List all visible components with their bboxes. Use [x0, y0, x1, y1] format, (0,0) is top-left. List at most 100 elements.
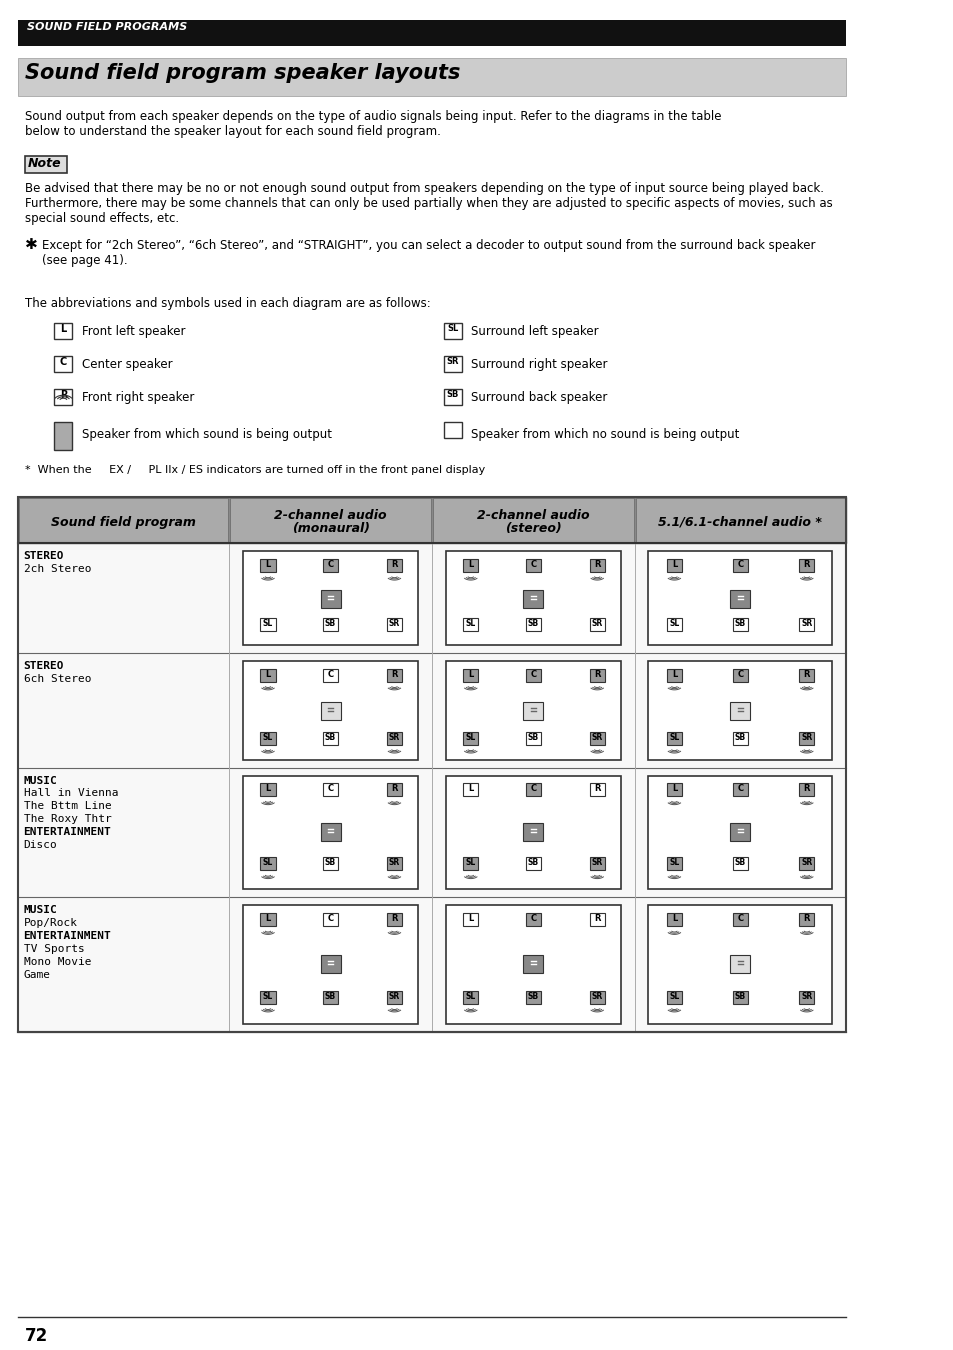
Bar	[260, 618, 275, 632]
Bar	[18, 898, 845, 1031]
Bar	[799, 559, 814, 572]
Text: SL: SL	[465, 620, 476, 629]
Bar	[732, 783, 747, 796]
Bar	[462, 559, 478, 572]
Text: C: C	[737, 914, 742, 923]
Bar	[322, 668, 338, 682]
Bar	[242, 906, 418, 1025]
Bar	[462, 668, 478, 682]
Text: L: L	[468, 914, 473, 923]
Bar	[799, 668, 814, 682]
Bar	[525, 559, 540, 572]
Text: L: L	[671, 914, 677, 923]
Bar	[732, 668, 747, 682]
Text: C: C	[737, 784, 742, 794]
Text: SL: SL	[465, 859, 476, 868]
Text: SL: SL	[263, 992, 273, 1000]
Bar	[799, 913, 814, 926]
Bar	[589, 913, 604, 926]
Bar	[525, 732, 540, 745]
Text: C: C	[327, 560, 334, 568]
Text: SL: SL	[263, 733, 273, 743]
Bar	[443, 423, 461, 439]
Bar	[732, 857, 747, 871]
Text: SR: SR	[389, 733, 399, 743]
Text: Pop/Rock: Pop/Rock	[24, 918, 77, 929]
Text: R: R	[802, 560, 809, 568]
Bar	[445, 551, 620, 645]
Bar	[648, 775, 831, 890]
Text: Hall in Vienna: Hall in Vienna	[24, 788, 118, 798]
Text: Speaker from which no sound is being output: Speaker from which no sound is being out…	[471, 428, 739, 441]
Text: SB: SB	[325, 733, 335, 743]
Bar	[54, 324, 72, 339]
Bar	[54, 356, 72, 373]
Text: Center speaker: Center speaker	[81, 358, 172, 371]
Bar	[386, 783, 402, 796]
Bar	[523, 956, 542, 973]
Text: Game: Game	[24, 971, 51, 980]
Bar	[443, 324, 461, 339]
Text: C: C	[737, 560, 742, 568]
Bar	[18, 768, 845, 898]
Text: R: R	[594, 670, 599, 679]
Bar	[386, 991, 402, 1004]
Text: SL: SL	[669, 859, 679, 868]
Text: SR: SR	[591, 992, 602, 1000]
Text: Speaker from which sound is being output: Speaker from which sound is being output	[81, 428, 331, 441]
Text: Surround right speaker: Surround right speaker	[471, 358, 607, 371]
Text: R: R	[594, 784, 599, 794]
Bar	[730, 956, 749, 973]
Bar	[230, 498, 431, 541]
Bar	[320, 702, 340, 720]
Bar	[54, 423, 72, 450]
Bar	[635, 498, 844, 541]
Text: SL: SL	[669, 733, 679, 743]
Bar	[386, 618, 402, 632]
Bar	[732, 913, 747, 926]
Text: SL: SL	[669, 620, 679, 629]
Bar	[54, 389, 72, 405]
Bar	[525, 913, 540, 926]
Bar	[666, 668, 681, 682]
Text: SB: SB	[325, 620, 335, 629]
Text: STEREO: STEREO	[24, 551, 64, 562]
Bar	[322, 618, 338, 632]
Text: L: L	[60, 324, 67, 335]
Text: SR: SR	[446, 358, 458, 366]
Text: SL: SL	[263, 859, 273, 868]
Text: L: L	[671, 784, 677, 794]
Bar	[322, 732, 338, 745]
Bar	[648, 906, 831, 1025]
Bar	[445, 660, 620, 760]
Text: SR: SR	[389, 859, 399, 868]
Text: 2-channel audio: 2-channel audio	[476, 509, 589, 522]
Bar	[666, 913, 681, 926]
Text: SR: SR	[801, 733, 812, 743]
Bar	[260, 732, 275, 745]
Text: SB: SB	[527, 859, 538, 868]
Text: SOUND FIELD PROGRAMS: SOUND FIELD PROGRAMS	[27, 22, 187, 32]
Bar	[525, 618, 540, 632]
Text: R: R	[802, 914, 809, 923]
Text: R: R	[60, 390, 67, 400]
Text: L: L	[671, 560, 677, 568]
Text: SL: SL	[465, 733, 476, 743]
Text: Sound field program speaker layouts: Sound field program speaker layouts	[26, 63, 460, 82]
Bar	[242, 775, 418, 890]
Bar	[799, 783, 814, 796]
Bar	[386, 913, 402, 926]
Bar	[260, 857, 275, 871]
Bar	[443, 356, 461, 373]
Bar	[462, 618, 478, 632]
Text: SR: SR	[591, 859, 602, 868]
Text: MUSIC: MUSIC	[24, 906, 57, 915]
Text: L: L	[468, 670, 473, 679]
Bar	[732, 732, 747, 745]
Text: R: R	[594, 914, 599, 923]
Bar	[799, 857, 814, 871]
Text: L: L	[265, 784, 271, 794]
Bar	[732, 618, 747, 632]
Bar	[523, 824, 542, 841]
Text: TV Sports: TV Sports	[24, 944, 84, 954]
